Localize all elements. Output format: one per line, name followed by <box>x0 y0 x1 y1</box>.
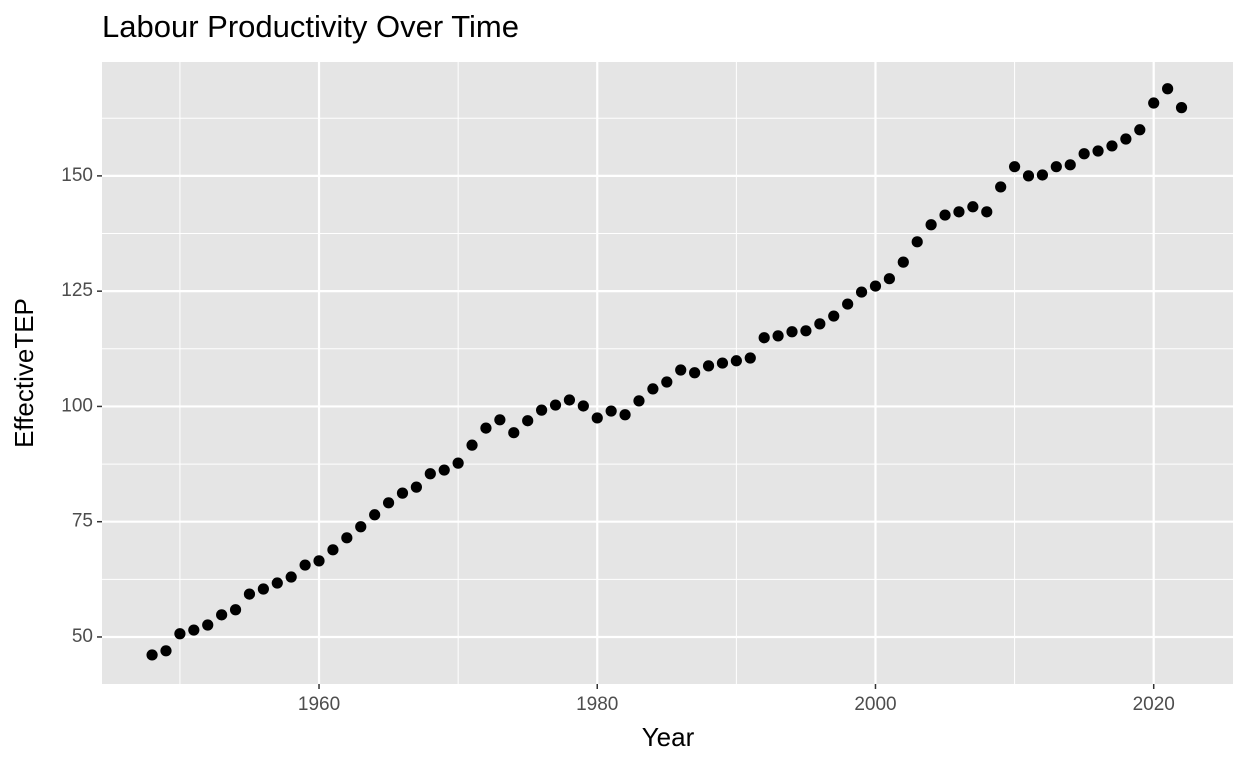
x-tick-label: 1960 <box>298 694 340 715</box>
point <box>939 209 951 221</box>
point <box>146 649 158 661</box>
point <box>382 497 395 509</box>
point <box>369 509 381 521</box>
point <box>1022 170 1035 182</box>
point <box>424 468 436 480</box>
point <box>814 318 826 330</box>
point <box>772 330 784 342</box>
point <box>633 395 645 407</box>
x-tick-label: 1980 <box>576 694 618 715</box>
point <box>842 298 854 310</box>
point <box>549 399 562 411</box>
x-tick-label: 2020 <box>1133 694 1175 715</box>
point <box>577 400 589 412</box>
y-tick-label: 50 <box>72 626 93 647</box>
point <box>494 414 506 426</box>
point <box>1106 140 1118 152</box>
point <box>1064 159 1076 171</box>
point <box>897 256 909 268</box>
x-tick-label: 2000 <box>854 694 896 715</box>
point <box>619 409 631 421</box>
point <box>341 532 353 544</box>
point <box>396 487 409 499</box>
point <box>327 544 339 556</box>
point <box>452 457 464 469</box>
point <box>1162 83 1174 95</box>
point <box>508 427 520 439</box>
point <box>953 206 965 218</box>
point <box>591 412 603 424</box>
point <box>730 355 742 367</box>
plot-panel <box>102 62 1233 684</box>
point <box>243 588 256 600</box>
point <box>271 577 283 589</box>
point <box>1175 102 1188 114</box>
point <box>855 286 868 298</box>
point <box>160 645 172 657</box>
point <box>702 360 715 372</box>
point <box>1120 133 1132 145</box>
point <box>438 464 450 476</box>
y-tick-label: 125 <box>61 280 93 301</box>
point <box>1036 169 1049 181</box>
x-axis-title: Year <box>642 722 695 752</box>
point <box>355 521 367 533</box>
point <box>466 439 478 451</box>
point <box>647 383 659 395</box>
point <box>967 201 979 213</box>
y-tick-label: 75 <box>72 511 93 532</box>
point <box>661 376 673 388</box>
point <box>981 206 993 218</box>
point <box>1134 124 1146 136</box>
point <box>911 236 923 248</box>
point <box>786 326 798 338</box>
point <box>675 364 687 376</box>
point <box>285 571 297 583</box>
point <box>313 555 325 567</box>
point <box>1148 97 1160 109</box>
point <box>410 481 422 493</box>
point <box>800 325 812 337</box>
point <box>229 604 242 616</box>
point <box>758 332 770 344</box>
point <box>925 219 937 231</box>
chart-title: Labour Productivity Over Time <box>102 9 519 44</box>
point <box>716 357 729 369</box>
point <box>480 422 492 434</box>
point <box>883 273 895 285</box>
point <box>1078 148 1090 160</box>
point <box>188 624 200 636</box>
point <box>828 310 840 322</box>
point <box>216 609 228 621</box>
point <box>174 628 186 640</box>
point <box>1050 161 1062 173</box>
point <box>869 280 882 292</box>
point <box>299 559 311 571</box>
point <box>522 415 534 427</box>
point <box>689 367 701 379</box>
point <box>536 404 548 416</box>
point <box>563 394 576 406</box>
point <box>605 405 617 417</box>
y-tick-label: 100 <box>61 395 93 416</box>
point <box>1092 145 1104 157</box>
point <box>1008 161 1021 173</box>
y-axis-title: EffectiveTEP <box>9 298 39 448</box>
point <box>995 181 1007 193</box>
point <box>202 619 214 631</box>
point <box>744 352 756 364</box>
point <box>257 583 269 595</box>
y-tick-label: 150 <box>61 165 93 186</box>
